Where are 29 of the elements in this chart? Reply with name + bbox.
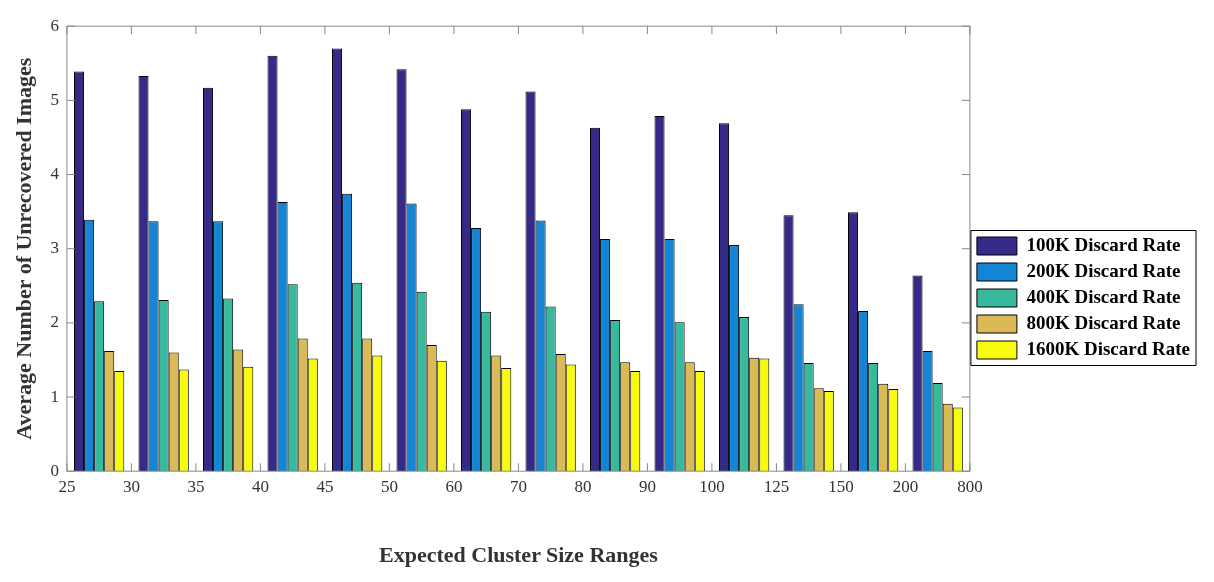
text: 60 [445, 477, 463, 497]
legend-label: 400K Discard Rate [1026, 285, 1181, 307]
text: 40 [251, 477, 269, 497]
text: 200 [892, 477, 919, 497]
y-tick-label: 6 [50, 15, 59, 35]
x-axis-title: Expected Cluster Size Ranges [378, 542, 659, 568]
y-tick-label: 0 [50, 460, 59, 480]
y-tick-label: 4 [50, 164, 60, 183]
y-axis-title: Average Number of Unrecovered Images [10, 57, 36, 440]
text: 35 [187, 477, 205, 497]
y-tick-label: 3 [50, 238, 59, 258]
y-tick-label: 2 [50, 312, 59, 332]
legend-label: 100K Discard Rate [1026, 233, 1181, 255]
y-tick-label: 1 [50, 386, 59, 406]
text: 80 [574, 477, 592, 497]
text: 45 [316, 477, 334, 497]
text: 70 [509, 477, 527, 497]
legend-label: 800K Discard Rate [1026, 311, 1181, 333]
text: 100 [699, 477, 725, 497]
legend-label: 1600K Discard Rate [1026, 337, 1191, 359]
text: 25 [58, 477, 76, 497]
text: 50 [380, 477, 398, 497]
text: 150 [828, 477, 854, 497]
text: 800 [957, 477, 983, 497]
text: 125 [763, 477, 790, 497]
y-tick-label: 5 [50, 89, 59, 109]
text: 90 [638, 477, 656, 497]
text: 30 [122, 477, 140, 497]
legend-label: 200K Discard Rate [1026, 259, 1181, 281]
